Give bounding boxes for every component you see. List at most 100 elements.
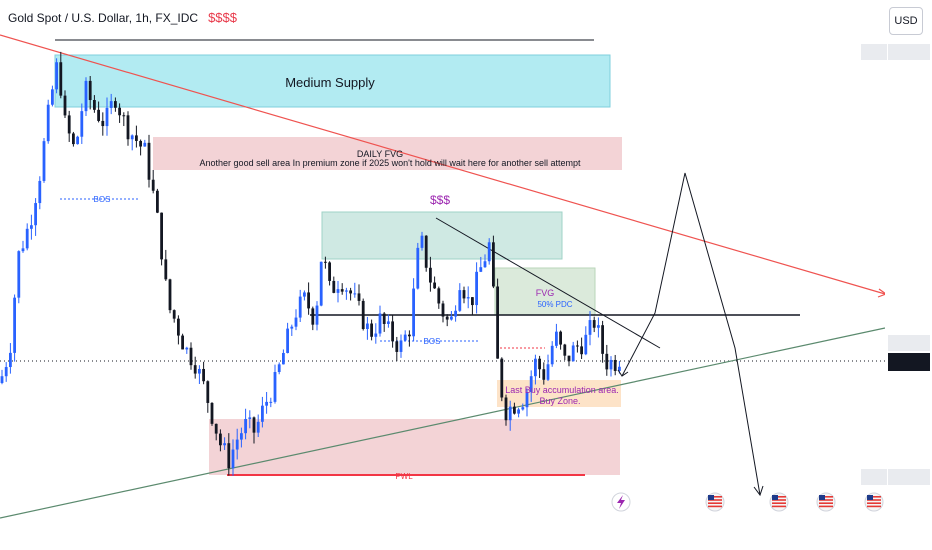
currency-button[interactable]: USD — [889, 7, 923, 35]
us-flag-stripe — [708, 505, 722, 508]
candle-body — [403, 334, 407, 341]
candle-body — [4, 367, 8, 377]
candle-body — [420, 235, 424, 248]
candle-body — [412, 288, 415, 337]
us-flag-canton — [708, 495, 714, 500]
candle-body — [42, 141, 46, 181]
candle-body — [193, 365, 197, 374]
candle-body — [172, 310, 176, 319]
candle-body — [118, 107, 121, 116]
descending-red-trendline — [0, 34, 886, 295]
us-flag-stripe — [867, 505, 881, 508]
candle-body — [277, 364, 281, 373]
us-flag-stripe — [772, 502, 786, 504]
candle-body — [513, 406, 516, 414]
candle-body — [13, 297, 16, 353]
candle-body — [332, 280, 336, 293]
candle-body — [265, 401, 268, 406]
candle-body — [143, 142, 147, 147]
candle-body — [80, 111, 84, 137]
low-label-bg — [861, 469, 887, 485]
candle-body — [63, 95, 67, 116]
candle-body — [580, 346, 583, 355]
candle-body — [76, 136, 79, 145]
candle-body — [303, 292, 306, 297]
candle-body — [156, 190, 159, 213]
candle-body — [588, 320, 592, 335]
candle-body — [135, 135, 138, 141]
candle-body — [424, 235, 428, 268]
candle-body — [433, 282, 436, 289]
candle-body — [298, 296, 302, 318]
high-label-bg — [861, 44, 887, 60]
candle-body — [315, 305, 319, 325]
candle-body — [500, 358, 504, 398]
candle-body — [378, 313, 382, 334]
buy-zone — [497, 380, 621, 407]
us-flag-canton — [772, 495, 778, 500]
candle-body — [546, 364, 550, 380]
candle-body — [521, 407, 525, 410]
candle-body — [160, 212, 163, 260]
candle-body — [114, 101, 117, 108]
us-flag-stripe — [867, 496, 881, 498]
candle-body — [563, 344, 567, 356]
candle-body — [88, 80, 92, 101]
symbol-title: Gold Spot / U.S. Dollar, 1h, FX_IDC — [8, 11, 199, 25]
us-flag-stripe — [708, 502, 722, 504]
candle-body — [597, 325, 600, 328]
candle-body — [529, 376, 533, 392]
candle-body — [139, 140, 142, 147]
candle-body — [126, 115, 130, 140]
candle-body — [244, 418, 247, 434]
candle-body — [59, 62, 63, 96]
candle-body — [538, 358, 541, 370]
candle-body — [483, 261, 487, 268]
chart-zones — [54, 54, 622, 475]
us-flag-stripe — [867, 502, 881, 504]
daily-fvg-title: DAILY FVG — [357, 149, 403, 159]
candle-body — [391, 321, 394, 342]
candle-body — [34, 203, 37, 226]
candle-body — [311, 308, 315, 325]
candle-body — [189, 347, 193, 366]
candle-body — [46, 104, 50, 142]
fvg-label: FVG — [536, 288, 555, 298]
candle-body — [219, 433, 222, 446]
dollar-marks: $$$$ — [208, 10, 237, 25]
candle-body — [395, 341, 399, 352]
candle-body — [374, 333, 378, 337]
candle-body — [151, 179, 155, 191]
candle-body — [324, 261, 327, 263]
candle-body — [210, 402, 214, 424]
candle-body — [345, 290, 348, 292]
daily-fvg-note: Another good sell area In premium zone i… — [200, 158, 581, 168]
candle-body — [387, 321, 390, 324]
us-flag-canton — [819, 495, 825, 500]
candle-body — [613, 359, 617, 371]
candle-body — [534, 358, 537, 377]
candle-body — [30, 225, 33, 229]
bos-left-label: BOS — [94, 195, 111, 204]
candle-body — [93, 100, 96, 110]
candle-body — [487, 242, 491, 262]
candle-body — [185, 347, 189, 350]
candle-body — [252, 417, 256, 433]
low-value-bg — [888, 469, 930, 485]
candle-body — [294, 317, 298, 327]
candle-body — [567, 355, 571, 362]
us-flag-stripe — [819, 496, 833, 498]
falling-wedge-line — [435, 217, 661, 349]
candle-body — [177, 318, 180, 336]
candle-body — [353, 293, 357, 295]
candle-body — [122, 115, 126, 117]
candle-body — [609, 359, 613, 370]
candle-body — [38, 180, 42, 204]
teal-zone — [321, 211, 563, 260]
candle-body — [147, 142, 151, 180]
projection-path — [621, 172, 761, 496]
high-value-bg — [888, 44, 930, 60]
candle-body — [340, 289, 344, 292]
